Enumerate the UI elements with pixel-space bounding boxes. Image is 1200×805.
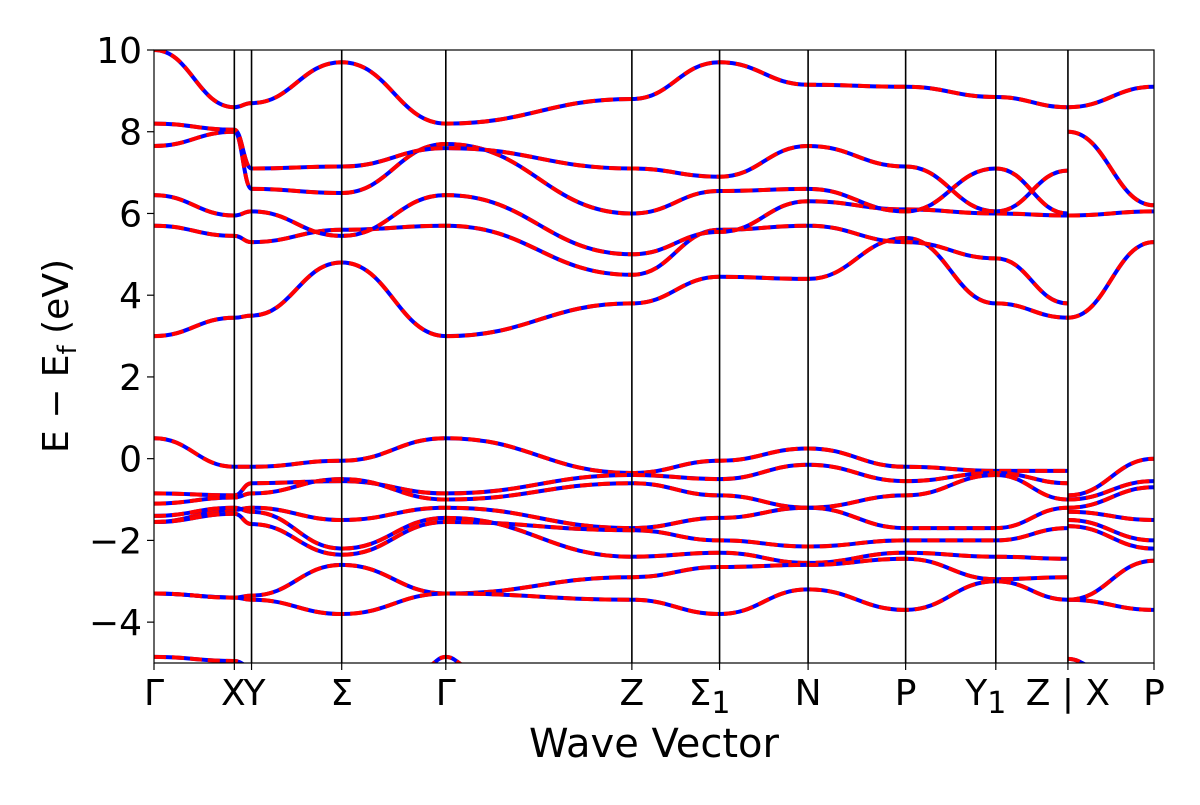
x-tick-label-10: Z | X [1026, 673, 1110, 714]
band-20-red-dashed-line [1067, 485, 1154, 510]
band-3-red-dashed-line [154, 129, 1069, 216]
y-tick-label-4: 4 [119, 276, 142, 317]
y-tick-label-3: 2 [119, 358, 142, 399]
band-21 [1067, 509, 1154, 522]
band-11-red-dashed-line [154, 462, 1068, 498]
y-tick-label-5: 6 [119, 194, 142, 235]
x-tick-label-3: Σ [330, 673, 353, 714]
band-10 [154, 436, 1068, 476]
y-tick-label-6: 8 [119, 113, 142, 154]
x-tick-label-4: Γ [436, 673, 456, 714]
band-21-red-dashed-line [1067, 509, 1154, 522]
band-19 [1067, 479, 1154, 502]
y-axis-label-main: E − E [36, 354, 77, 453]
x-tick-label-1: X [221, 673, 246, 714]
band-25 [1067, 558, 1154, 602]
band-28 [1067, 656, 1087, 663]
band-6 [1067, 240, 1154, 320]
x-tick-label-6: Σ1 [689, 673, 731, 721]
y-axis-label-unit: (eV) [36, 259, 77, 345]
y-axis-label: E − Ef (eV) [36, 259, 83, 453]
band-14 [154, 511, 1068, 557]
kpoint-lines [233, 50, 1069, 663]
band-22-red-dashed-line [1067, 518, 1154, 543]
band-10-red-dashed-line [154, 436, 1068, 476]
band-22 [1067, 518, 1154, 543]
band-14-red-dashed-line [154, 511, 1068, 557]
x-tick-label-2: Y [243, 673, 267, 714]
band-18 [1067, 456, 1154, 498]
band-7 [1067, 209, 1154, 218]
band-13-red-dashed-line [154, 505, 1068, 531]
x-tick-label-5: Z [620, 673, 645, 714]
y-axis-label-sub: f [53, 344, 83, 354]
band-5-red-dashed-line [154, 50, 1068, 126]
band-23 [1067, 524, 1154, 551]
band-5 [154, 50, 1068, 126]
x-ticks: Γ XY Σ Γ Z Σ1 N P Y1 Z | X P [144, 663, 1165, 721]
band-23-red-dashed-line [1067, 524, 1154, 551]
y-axis-label-group: E − Ef (eV) [36, 259, 83, 453]
y-ticks: −4 −2 0 2 4 6 8 10 [89, 31, 154, 644]
band-9-red-dashed-line [1067, 84, 1154, 110]
plot-frame [153, 49, 1155, 664]
y-tick-label-2: 0 [119, 440, 142, 481]
band-8 [1067, 129, 1154, 208]
x-tick-label-7: N [795, 673, 822, 714]
x-axis-label: Wave Vector [529, 721, 780, 767]
y-tick-label-7: 10 [96, 31, 142, 72]
y-tick-label-0: −4 [89, 603, 142, 644]
band-20 [1067, 485, 1154, 510]
band-28-red-dashed-line [1067, 656, 1087, 663]
band-7-red-dashed-line [1067, 209, 1154, 218]
band-19-red-dashed-line [1067, 479, 1154, 502]
x-tick-label-0: Γ [144, 673, 164, 714]
y-tick-label-1: −2 [89, 521, 142, 562]
x-tick-label-11: P [1143, 673, 1165, 714]
x-tick-label-8: P [895, 673, 917, 714]
band-25-red-dashed-line [1067, 558, 1154, 602]
x-tick-label-9: Y1 [964, 673, 1006, 721]
band-6-red-dashed-line [1067, 240, 1154, 320]
band-9 [1067, 84, 1154, 110]
plot-background [154, 50, 1154, 663]
band-18-red-dashed-line [1067, 456, 1154, 498]
band-8-red-dashed-line [1067, 129, 1154, 208]
